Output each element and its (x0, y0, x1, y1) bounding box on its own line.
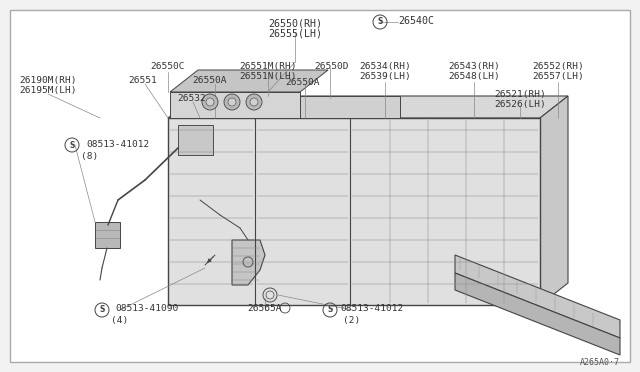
Polygon shape (232, 240, 265, 285)
Text: 26550D: 26550D (315, 62, 349, 71)
Text: 26534(RH): 26534(RH) (359, 62, 411, 71)
Polygon shape (540, 96, 568, 305)
FancyBboxPatch shape (10, 10, 630, 362)
Polygon shape (95, 222, 120, 248)
Polygon shape (170, 92, 300, 118)
Polygon shape (455, 273, 620, 355)
Text: 26190M(RH): 26190M(RH) (19, 76, 77, 85)
Text: 26532: 26532 (178, 94, 206, 103)
Text: 26550C: 26550C (151, 62, 185, 71)
Text: 26555(LH): 26555(LH) (268, 28, 322, 38)
Text: 26565A: 26565A (248, 304, 282, 313)
Text: 26195M(LH): 26195M(LH) (19, 86, 77, 95)
Text: 26548(LH): 26548(LH) (448, 72, 500, 81)
Text: 08513-41012: 08513-41012 (86, 140, 149, 149)
Circle shape (228, 98, 236, 106)
Text: S: S (69, 141, 75, 150)
Circle shape (246, 94, 262, 110)
Text: S: S (99, 305, 105, 314)
Text: 26551N(LH): 26551N(LH) (239, 72, 297, 81)
Text: 26550A: 26550A (193, 76, 227, 85)
Text: 08513-41090: 08513-41090 (115, 304, 179, 313)
Polygon shape (455, 255, 620, 338)
Text: 26540C: 26540C (398, 16, 434, 26)
Text: 26550A: 26550A (285, 78, 320, 87)
Text: S: S (378, 17, 383, 26)
Text: A265A0·7: A265A0·7 (580, 358, 620, 367)
Text: 26551M(RH): 26551M(RH) (239, 62, 297, 71)
Circle shape (224, 94, 240, 110)
Text: S: S (327, 305, 333, 314)
Text: 26521(RH): 26521(RH) (494, 90, 546, 99)
Text: 26550(RH): 26550(RH) (268, 18, 322, 28)
Polygon shape (168, 96, 568, 118)
Circle shape (250, 98, 258, 106)
Text: (2): (2) (344, 316, 360, 325)
Text: 26539(LH): 26539(LH) (359, 72, 411, 81)
Circle shape (206, 98, 214, 106)
Text: 26552(RH): 26552(RH) (532, 62, 584, 71)
Polygon shape (300, 96, 400, 118)
Text: 26543(RH): 26543(RH) (448, 62, 500, 71)
Text: (8): (8) (81, 152, 99, 161)
Text: 26526(LH): 26526(LH) (494, 100, 546, 109)
Polygon shape (178, 125, 213, 155)
Text: 26557(LH): 26557(LH) (532, 72, 584, 81)
Circle shape (202, 94, 218, 110)
Polygon shape (168, 118, 540, 305)
Text: 08513-41012: 08513-41012 (340, 304, 403, 313)
Text: 26551: 26551 (129, 76, 157, 85)
Polygon shape (170, 70, 328, 92)
Text: (4): (4) (111, 316, 129, 325)
